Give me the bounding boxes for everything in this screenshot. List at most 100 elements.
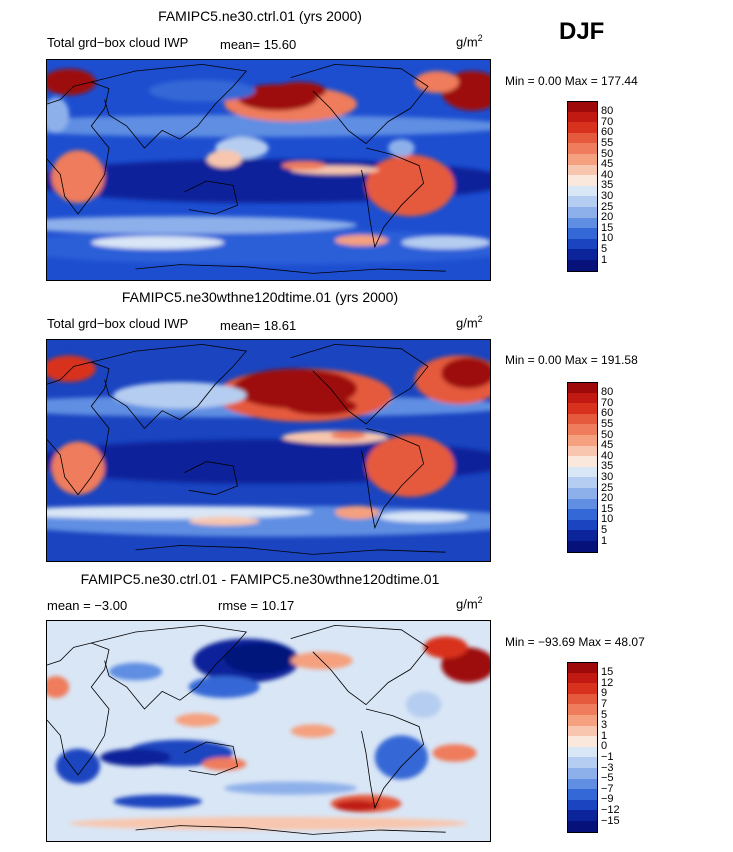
field-region <box>374 735 428 780</box>
field-region <box>188 516 260 526</box>
panel-1-variable: Total grd−box cloud IWP <box>47 35 189 50</box>
colorbar-label: 25 <box>601 200 614 213</box>
coastline <box>91 63 248 149</box>
colorbar-label: 60 <box>601 126 614 139</box>
colorbar-swatch <box>567 228 598 240</box>
panel-1-mean: mean= 15.60 <box>220 37 297 52</box>
field-region <box>188 676 260 698</box>
field-region <box>202 757 247 771</box>
field-region <box>51 150 105 203</box>
colorbar-swatch <box>567 488 598 500</box>
panel-1-unit: g/m2 <box>456 33 483 50</box>
colorbar-swatch <box>567 101 598 114</box>
panel-3-minmax: Min = −93.69 Max = 48.07 <box>505 635 645 649</box>
colorbar-label: 20 <box>601 211 614 224</box>
colorbar-swatch <box>567 757 598 769</box>
field-region <box>47 68 96 96</box>
panel-2-variable: Total grd−box cloud IWP <box>47 316 189 331</box>
panel-2-title: FAMIPC5.ne30wthne120dtime.01 (yrs 2000) <box>121 289 399 305</box>
field-region <box>401 236 490 250</box>
panel-2-map-field <box>47 340 490 561</box>
field-region <box>405 691 442 718</box>
colorbar-label: 50 <box>601 147 614 160</box>
colorbar-swatch <box>567 530 598 542</box>
panel-2-minmax: Min = 0.00 Max = 191.58 <box>505 353 638 367</box>
colorbar-label: −5 <box>601 772 614 785</box>
colorbar-swatch <box>567 789 598 801</box>
coastline <box>361 708 425 810</box>
field-region <box>334 800 380 812</box>
field-region <box>414 71 459 93</box>
colorbar-swatch <box>567 164 598 176</box>
colorbar-label: 5 <box>601 708 608 721</box>
colorbar-label: 55 <box>601 417 614 430</box>
field-region <box>148 79 256 102</box>
colorbar-swatch <box>567 693 598 705</box>
colorbar-label: 1 <box>601 534 608 547</box>
colorbar-swatch <box>567 799 598 811</box>
field-region <box>109 662 163 681</box>
coastline <box>184 180 238 215</box>
field-region <box>286 397 358 416</box>
field-region <box>441 357 490 389</box>
coastline <box>361 428 425 530</box>
colorbar-swatch <box>567 509 598 521</box>
colorbar-swatch <box>567 821 598 834</box>
field-region <box>51 441 105 495</box>
field-region <box>47 505 313 520</box>
panel-1-title: FAMIPC5.ne30.ctrl.01 (yrs 2000) <box>158 8 362 24</box>
panel-3-title: FAMIPC5.ne30.ctrl.01 - FAMIPC5.ne30wthne… <box>80 571 440 587</box>
colorbar-swatch <box>567 746 598 758</box>
field-region <box>224 643 296 674</box>
field-region <box>388 139 415 157</box>
colorbar-swatch <box>567 382 598 395</box>
field-region <box>91 236 225 250</box>
coastline <box>47 642 110 776</box>
panel-3-map <box>46 620 491 842</box>
colorbar-swatch <box>567 175 598 187</box>
colorbar-swatch <box>567 672 598 684</box>
colorbar-label: −12 <box>601 803 620 816</box>
colorbar-label: 15 <box>601 502 614 515</box>
colorbar-swatch <box>567 725 598 737</box>
coastline <box>47 361 110 496</box>
coastline <box>91 624 248 710</box>
field-region <box>113 381 247 409</box>
coastline <box>135 264 446 274</box>
coastline <box>135 545 446 555</box>
colorbar-label: 10 <box>601 513 614 526</box>
colorbar-swatch <box>567 238 598 250</box>
field-region <box>272 82 327 100</box>
colorbar-swatch <box>567 704 598 716</box>
colorbar-swatch <box>567 466 598 478</box>
colorbar-swatch <box>567 736 598 748</box>
field-region <box>290 724 335 738</box>
colorbar-label: 7 <box>601 697 608 710</box>
field-region <box>69 816 468 830</box>
colorbar-swatch <box>567 810 598 822</box>
colorbar-label: 60 <box>601 407 614 420</box>
colorbar-label: 30 <box>601 470 614 483</box>
panel-3-unit: g/m2 <box>456 595 483 612</box>
colorbar-label: 35 <box>601 460 614 473</box>
colorbar-label: 80 <box>601 105 614 118</box>
coastline <box>290 343 429 425</box>
panel-1-minmax: Min = 0.00 Max = 177.44 <box>505 74 638 88</box>
colorbar-swatch <box>567 143 598 155</box>
colorbar-swatch <box>567 778 598 790</box>
colorbar-label: −1 <box>601 750 614 763</box>
season-label: DJF <box>559 18 605 45</box>
colorbar-label: 45 <box>601 158 614 171</box>
colorbar-swatch <box>567 413 598 425</box>
colorbar-swatch <box>567 185 598 197</box>
colorbar-swatch <box>567 111 598 123</box>
panel-1-map-field <box>47 60 490 280</box>
field-region <box>365 435 455 497</box>
colorbar-swatch <box>567 249 598 261</box>
coastline <box>135 825 446 835</box>
colorbar-swatch <box>567 683 598 695</box>
colorbar-swatch <box>567 217 598 229</box>
colorbar-swatch <box>567 260 598 273</box>
coastline <box>361 147 425 249</box>
colorbar-label: 1 <box>601 253 608 266</box>
